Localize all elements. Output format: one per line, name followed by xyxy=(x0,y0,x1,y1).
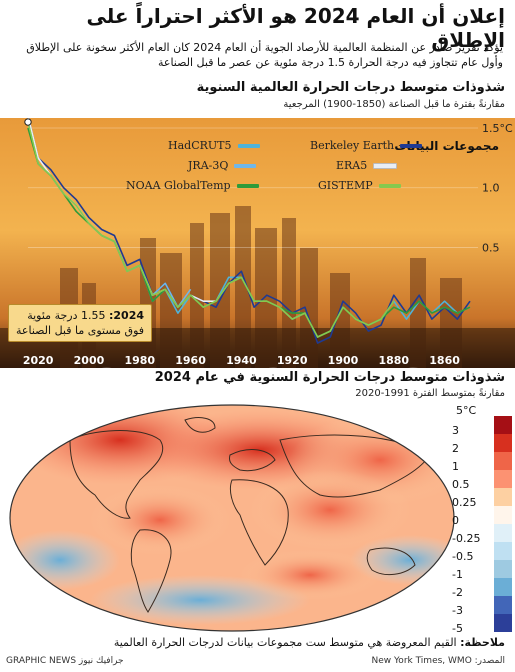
callout-2024: 2024: 1.55 درجة مئوية فوق مستوى ما قبل ا… xyxy=(8,304,153,342)
callout-value: 1.55 درجة مئوية xyxy=(27,309,109,322)
scale-swatch xyxy=(494,524,512,542)
brand: GRAPHIC NEWS جرافيك نيوز xyxy=(6,656,124,666)
legend-label: JRA-3Q xyxy=(188,159,229,172)
scale-label: -0.25 xyxy=(452,532,481,545)
scale-label: 1 xyxy=(452,460,459,473)
scale-swatch xyxy=(494,434,512,452)
scale-step: 1 xyxy=(452,452,514,473)
legend-swatch xyxy=(237,143,260,148)
legend-item-jra-3q: JRA-3Q xyxy=(188,159,257,172)
scale-step: 2 xyxy=(452,434,514,455)
scale-label: 0 xyxy=(452,514,459,527)
y-tick-label: 1.5°C xyxy=(482,122,513,135)
callout-year: 2024: xyxy=(108,309,145,322)
legend-item-era5: ERA5 xyxy=(336,159,398,172)
x-tick-label: 1880 xyxy=(378,354,409,367)
x-tick-label: 1860 xyxy=(429,354,460,367)
headline: إعلان أن العام 2024 هو الأكثر احتراراً ع… xyxy=(86,4,506,52)
scale-step: -5 xyxy=(452,614,514,635)
note-text: القيم المعروضة هي متوسط ست مجموعات بيانا… xyxy=(113,636,461,649)
scale-step: 0 xyxy=(452,506,514,527)
series-line-gistemp xyxy=(27,121,395,338)
x-tick-label: 1960 xyxy=(175,354,206,367)
scale-swatch xyxy=(494,560,512,578)
color-scale: 5°C 3 2 1 0.5 0.25 0 -0.25 -0.5 -1 -2 -3 -5 xyxy=(452,404,514,635)
scale-step: 0.25 xyxy=(452,488,514,509)
x-tick-label: 1980 xyxy=(124,354,155,367)
note: ملاحظة: القيم المعروضة هي متوسط ست مجموع… xyxy=(10,636,505,649)
x-tick-label: 1940 xyxy=(226,354,257,367)
legend-label: HadCRUT5 xyxy=(168,139,232,152)
scale-step: 3 xyxy=(452,416,514,437)
legend-label: ERA5 xyxy=(336,159,368,172)
legend-item-berkeley-earth: Berkeley Earth xyxy=(310,139,423,152)
legend-label: GISTEMP xyxy=(318,179,373,192)
scale-swatch xyxy=(494,542,512,560)
map-subtitle: مقارنةً بمتوسط الفترة 1991-2020 xyxy=(355,388,505,399)
legend-item-noaa-globaltemp: NOAA GlobalTemp xyxy=(126,179,259,192)
legend-swatch xyxy=(236,183,259,188)
y-tick-label: 1.0 xyxy=(482,182,500,195)
scale-swatch xyxy=(494,452,512,470)
scale-step: -0.25 xyxy=(452,524,514,545)
legend-label: NOAA GlobalTemp xyxy=(126,179,231,192)
chart1-subtitle: مقارنةً بفترة ما قبل الصناعة (1850-1900)… xyxy=(283,99,505,110)
y-tick-labels: 1.5°C 1.0 0.5 xyxy=(482,122,513,254)
callout-note: فوق مستوى ما قبل الصناعة xyxy=(16,324,145,337)
scale-swatch xyxy=(494,614,512,632)
scale-step: -2 xyxy=(452,578,514,599)
world-anomaly-map xyxy=(9,404,455,632)
scale-label: -1 xyxy=(452,568,463,581)
scale-label: -3 xyxy=(452,604,463,617)
chart1-title: شذوذات متوسط درجات الحرارة العالمية السن… xyxy=(196,80,505,95)
scale-label: 3 xyxy=(452,424,459,437)
scale-label: -2 xyxy=(452,586,463,599)
scale-step: -0.5 xyxy=(452,542,514,563)
scale-step: 0.5 xyxy=(452,470,514,491)
scale-swatch xyxy=(494,488,512,506)
scale-swatch xyxy=(494,470,512,488)
x-tick-label: 2000 xyxy=(74,354,105,367)
legend-item-hadcrut5: HadCRUT5 xyxy=(168,139,260,152)
intro-text: يؤكد تقرير صادر عن المنظمة العالمية للأر… xyxy=(26,41,503,69)
legend-swatch xyxy=(378,183,401,188)
note-label: ملاحظة: xyxy=(460,636,505,649)
source: المصدر: New York Times, WMO xyxy=(371,656,505,666)
scale-label: -5 xyxy=(452,622,463,635)
scale-swatch xyxy=(494,596,512,614)
scale-step: -3 xyxy=(452,596,514,617)
x-tick-label: 1900 xyxy=(328,354,359,367)
gridlines xyxy=(28,127,478,248)
legend-swatch xyxy=(373,162,398,169)
scale-step: -1 xyxy=(452,560,514,581)
scale-swatch xyxy=(494,416,512,434)
legend-swatch xyxy=(234,163,257,168)
legend-title: مجموعات البيانات xyxy=(394,139,499,153)
map-title: شذوذات متوسط درجات الحرارة السنوية في عا… xyxy=(154,370,505,385)
scale-swatch xyxy=(494,578,512,596)
y-tick-label: 0.5 xyxy=(482,241,500,254)
x-tick-label: 1920 xyxy=(277,354,308,367)
series-lines xyxy=(24,118,471,344)
scale-label: -0.5 xyxy=(452,550,474,563)
legend-label: Berkeley Earth xyxy=(310,139,395,152)
legend-item-gistemp: GISTEMP xyxy=(318,179,401,192)
x-tick-label: 2020 xyxy=(23,354,54,367)
map-outline xyxy=(9,404,455,632)
scale-label: 0.25 xyxy=(452,496,477,509)
marker-2024 xyxy=(24,118,32,126)
scale-label: 2 xyxy=(452,442,459,455)
scale-unit: 5°C xyxy=(456,404,477,417)
scale-label: 0.5 xyxy=(452,478,470,491)
watermark: GRAPHIC NEWS xyxy=(90,362,429,403)
legend-swatch xyxy=(400,143,423,148)
scale-swatch xyxy=(494,506,512,524)
continent-outlines xyxy=(69,417,431,613)
x-tick-labels: 2020 2000 1980 1960 1940 1920 1900 1880 1860 xyxy=(23,354,460,367)
